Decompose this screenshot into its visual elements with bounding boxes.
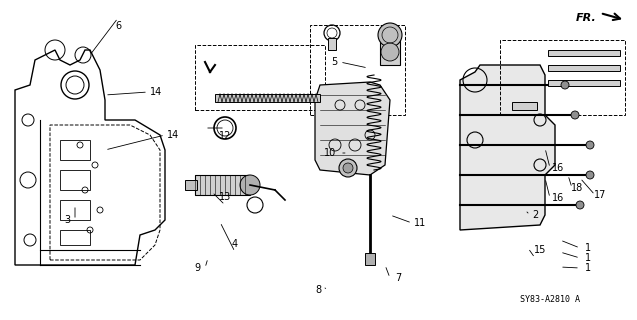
Text: 6: 6 [115, 21, 121, 31]
Bar [310, 25, 405, 115]
Text: 14: 14 [150, 87, 162, 97]
Bar [60, 230, 90, 245]
Text: SY83-A2810 A: SY83-A2810 A [520, 295, 580, 305]
Text: 2: 2 [532, 210, 538, 220]
Bar [548, 65, 620, 71]
Text: 16: 16 [552, 193, 564, 203]
Bar [185, 180, 197, 190]
Bar [512, 102, 537, 110]
Text: 11: 11 [414, 218, 426, 228]
Bar [500, 40, 625, 115]
Text: 18: 18 [571, 183, 583, 193]
Text: 1: 1 [585, 253, 591, 263]
Bar [548, 50, 620, 56]
Bar [60, 140, 90, 160]
Bar [548, 80, 620, 86]
Circle shape [571, 111, 579, 119]
Circle shape [586, 141, 594, 149]
Bar [380, 35, 400, 65]
Text: 12: 12 [219, 131, 231, 141]
Text: 13: 13 [219, 192, 231, 202]
Text: 8: 8 [315, 285, 321, 295]
Bar [215, 94, 320, 102]
Text: 1: 1 [585, 243, 591, 253]
Polygon shape [315, 82, 390, 175]
Text: 16: 16 [552, 163, 564, 173]
Text: 15: 15 [534, 245, 546, 255]
Text: 9: 9 [194, 263, 200, 273]
Circle shape [561, 81, 569, 89]
Text: 7: 7 [395, 273, 401, 283]
Bar [195, 45, 325, 110]
Text: 4: 4 [232, 239, 238, 249]
Polygon shape [460, 65, 555, 230]
Bar [328, 38, 336, 50]
Circle shape [343, 163, 353, 173]
Text: FR.: FR. [576, 13, 597, 23]
Circle shape [586, 171, 594, 179]
Bar [60, 170, 90, 190]
Bar [365, 253, 375, 265]
Circle shape [576, 201, 584, 209]
Circle shape [381, 43, 399, 61]
Bar [195, 175, 250, 195]
Text: 3: 3 [64, 215, 70, 225]
Text: 10: 10 [324, 148, 336, 158]
Text: 17: 17 [594, 190, 606, 200]
Text: 14: 14 [167, 130, 179, 140]
Text: 5: 5 [331, 57, 337, 67]
Circle shape [378, 23, 402, 47]
Bar [60, 200, 90, 220]
Circle shape [339, 159, 357, 177]
Text: 1: 1 [585, 263, 591, 273]
Circle shape [240, 175, 260, 195]
